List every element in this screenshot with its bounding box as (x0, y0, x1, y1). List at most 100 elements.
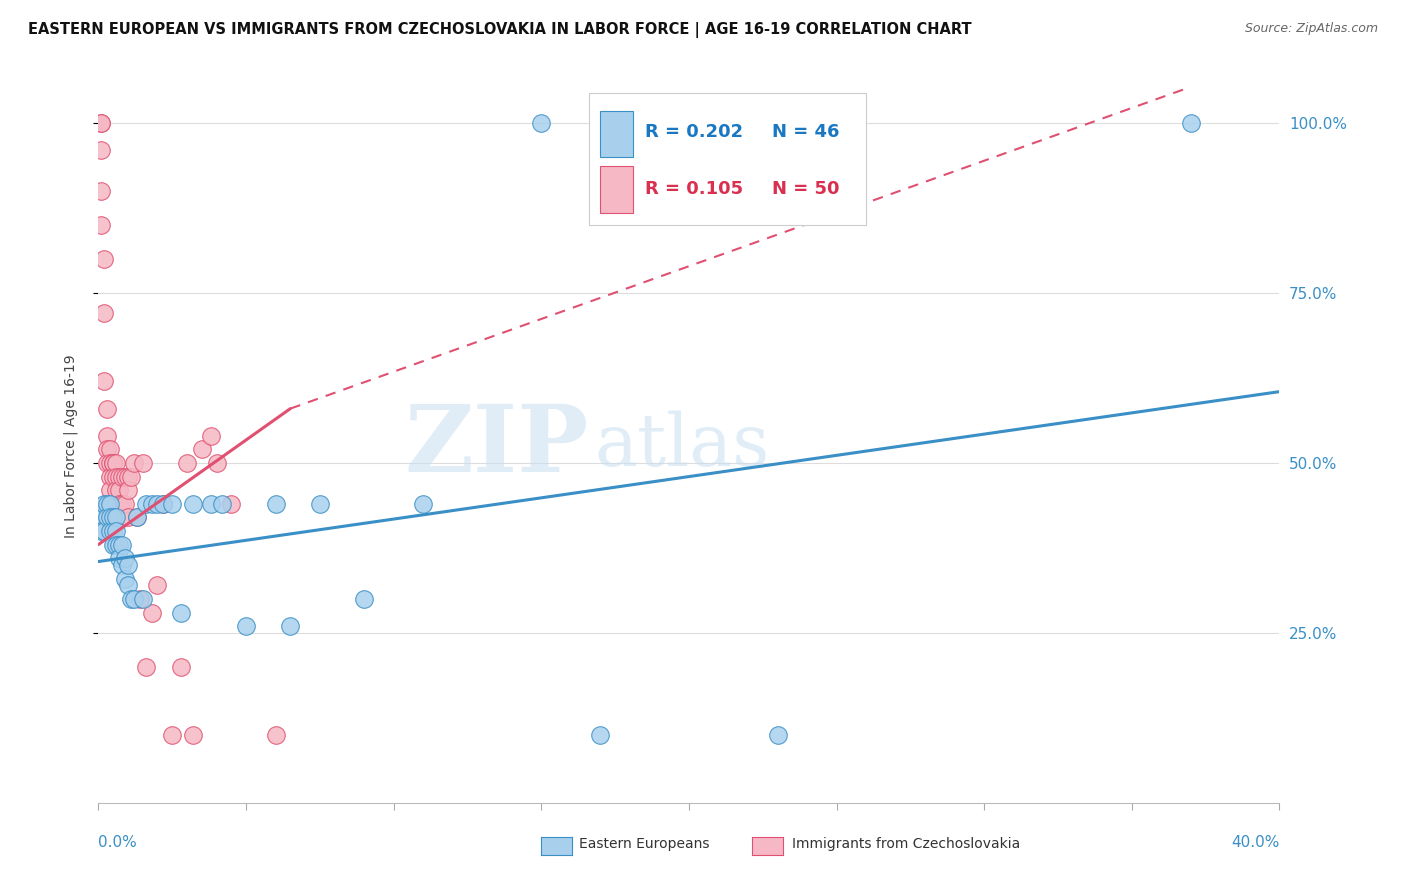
Point (264, 728, 287, 742)
Point (162, 497, 183, 511)
Bar (600, 111, 634, 157)
Point (114, 497, 136, 511)
Point (132, 456, 155, 470)
Point (105, 483, 128, 498)
Point (98, 483, 121, 498)
Point (103, 456, 125, 470)
Point (530, 116, 553, 130)
Text: R = 0.202: R = 0.202 (645, 123, 744, 141)
Point (117, 558, 139, 572)
Point (108, 483, 131, 498)
Point (96, 497, 118, 511)
Point (412, 497, 434, 511)
Point (122, 591, 145, 606)
Point (96, 510, 118, 524)
Bar (600, 166, 634, 212)
Point (105, 510, 128, 524)
Point (96, 401, 118, 416)
Point (96, 456, 118, 470)
Point (93, 252, 115, 266)
Point (93, 306, 115, 320)
Point (98, 510, 121, 524)
Point (93, 524, 115, 538)
Point (125, 510, 148, 524)
Point (353, 591, 375, 606)
Point (191, 442, 214, 457)
Point (132, 591, 155, 606)
Point (108, 469, 131, 483)
Point (114, 469, 136, 483)
Point (90, 524, 112, 538)
Point (90, 116, 112, 130)
Point (278, 619, 302, 633)
Point (114, 551, 136, 566)
Point (120, 591, 142, 606)
Point (105, 537, 128, 551)
Point (170, 606, 193, 620)
Point (1180, 116, 1202, 130)
Point (117, 483, 139, 498)
Point (111, 469, 134, 483)
Point (93, 375, 115, 389)
Point (108, 551, 131, 566)
Text: N = 50: N = 50 (772, 180, 839, 198)
Point (117, 469, 139, 483)
Point (589, 728, 612, 742)
Point (181, 497, 204, 511)
Point (103, 537, 125, 551)
Text: Source: ZipAtlas.com: Source: ZipAtlas.com (1244, 22, 1378, 36)
Point (103, 456, 125, 470)
Text: N = 46: N = 46 (772, 123, 839, 141)
Point (90, 510, 112, 524)
Point (162, 728, 183, 742)
Point (96, 442, 118, 457)
Point (108, 497, 131, 511)
Point (152, 497, 174, 511)
Point (219, 497, 242, 511)
Point (200, 429, 222, 443)
Point (105, 469, 128, 483)
Point (152, 497, 174, 511)
Point (90, 116, 112, 130)
Point (117, 578, 139, 592)
Point (98, 524, 121, 538)
Point (200, 497, 222, 511)
Point (90, 218, 112, 232)
Point (93, 497, 115, 511)
FancyBboxPatch shape (589, 93, 866, 225)
Point (122, 456, 145, 470)
Point (170, 660, 193, 674)
Point (105, 524, 128, 538)
Point (205, 456, 228, 470)
Point (114, 572, 136, 586)
Point (141, 606, 163, 620)
Point (111, 558, 134, 572)
Point (103, 469, 125, 483)
Point (146, 497, 169, 511)
Text: ZIP: ZIP (405, 401, 589, 491)
Point (309, 497, 332, 511)
Point (146, 578, 169, 592)
Point (98, 469, 121, 483)
Text: Immigrants from Czechoslovakia: Immigrants from Czechoslovakia (792, 837, 1019, 851)
Point (135, 660, 157, 674)
Point (211, 497, 233, 511)
Point (128, 591, 150, 606)
Point (176, 456, 198, 470)
Text: EASTERN EUROPEAN VS IMMIGRANTS FROM CZECHOSLOVAKIA IN LABOR FORCE | AGE 16-19 CO: EASTERN EUROPEAN VS IMMIGRANTS FROM CZEC… (28, 22, 972, 38)
Text: R = 0.105: R = 0.105 (645, 180, 744, 198)
Point (181, 728, 204, 742)
Text: atlas: atlas (595, 410, 770, 482)
Point (105, 456, 128, 470)
Point (111, 497, 134, 511)
Point (90, 144, 112, 158)
Point (120, 469, 142, 483)
Point (98, 497, 121, 511)
Point (98, 442, 121, 457)
Point (766, 728, 789, 742)
Point (235, 619, 257, 633)
Text: Eastern Europeans: Eastern Europeans (579, 837, 710, 851)
Point (111, 537, 134, 551)
Point (117, 510, 139, 524)
Point (98, 456, 121, 470)
